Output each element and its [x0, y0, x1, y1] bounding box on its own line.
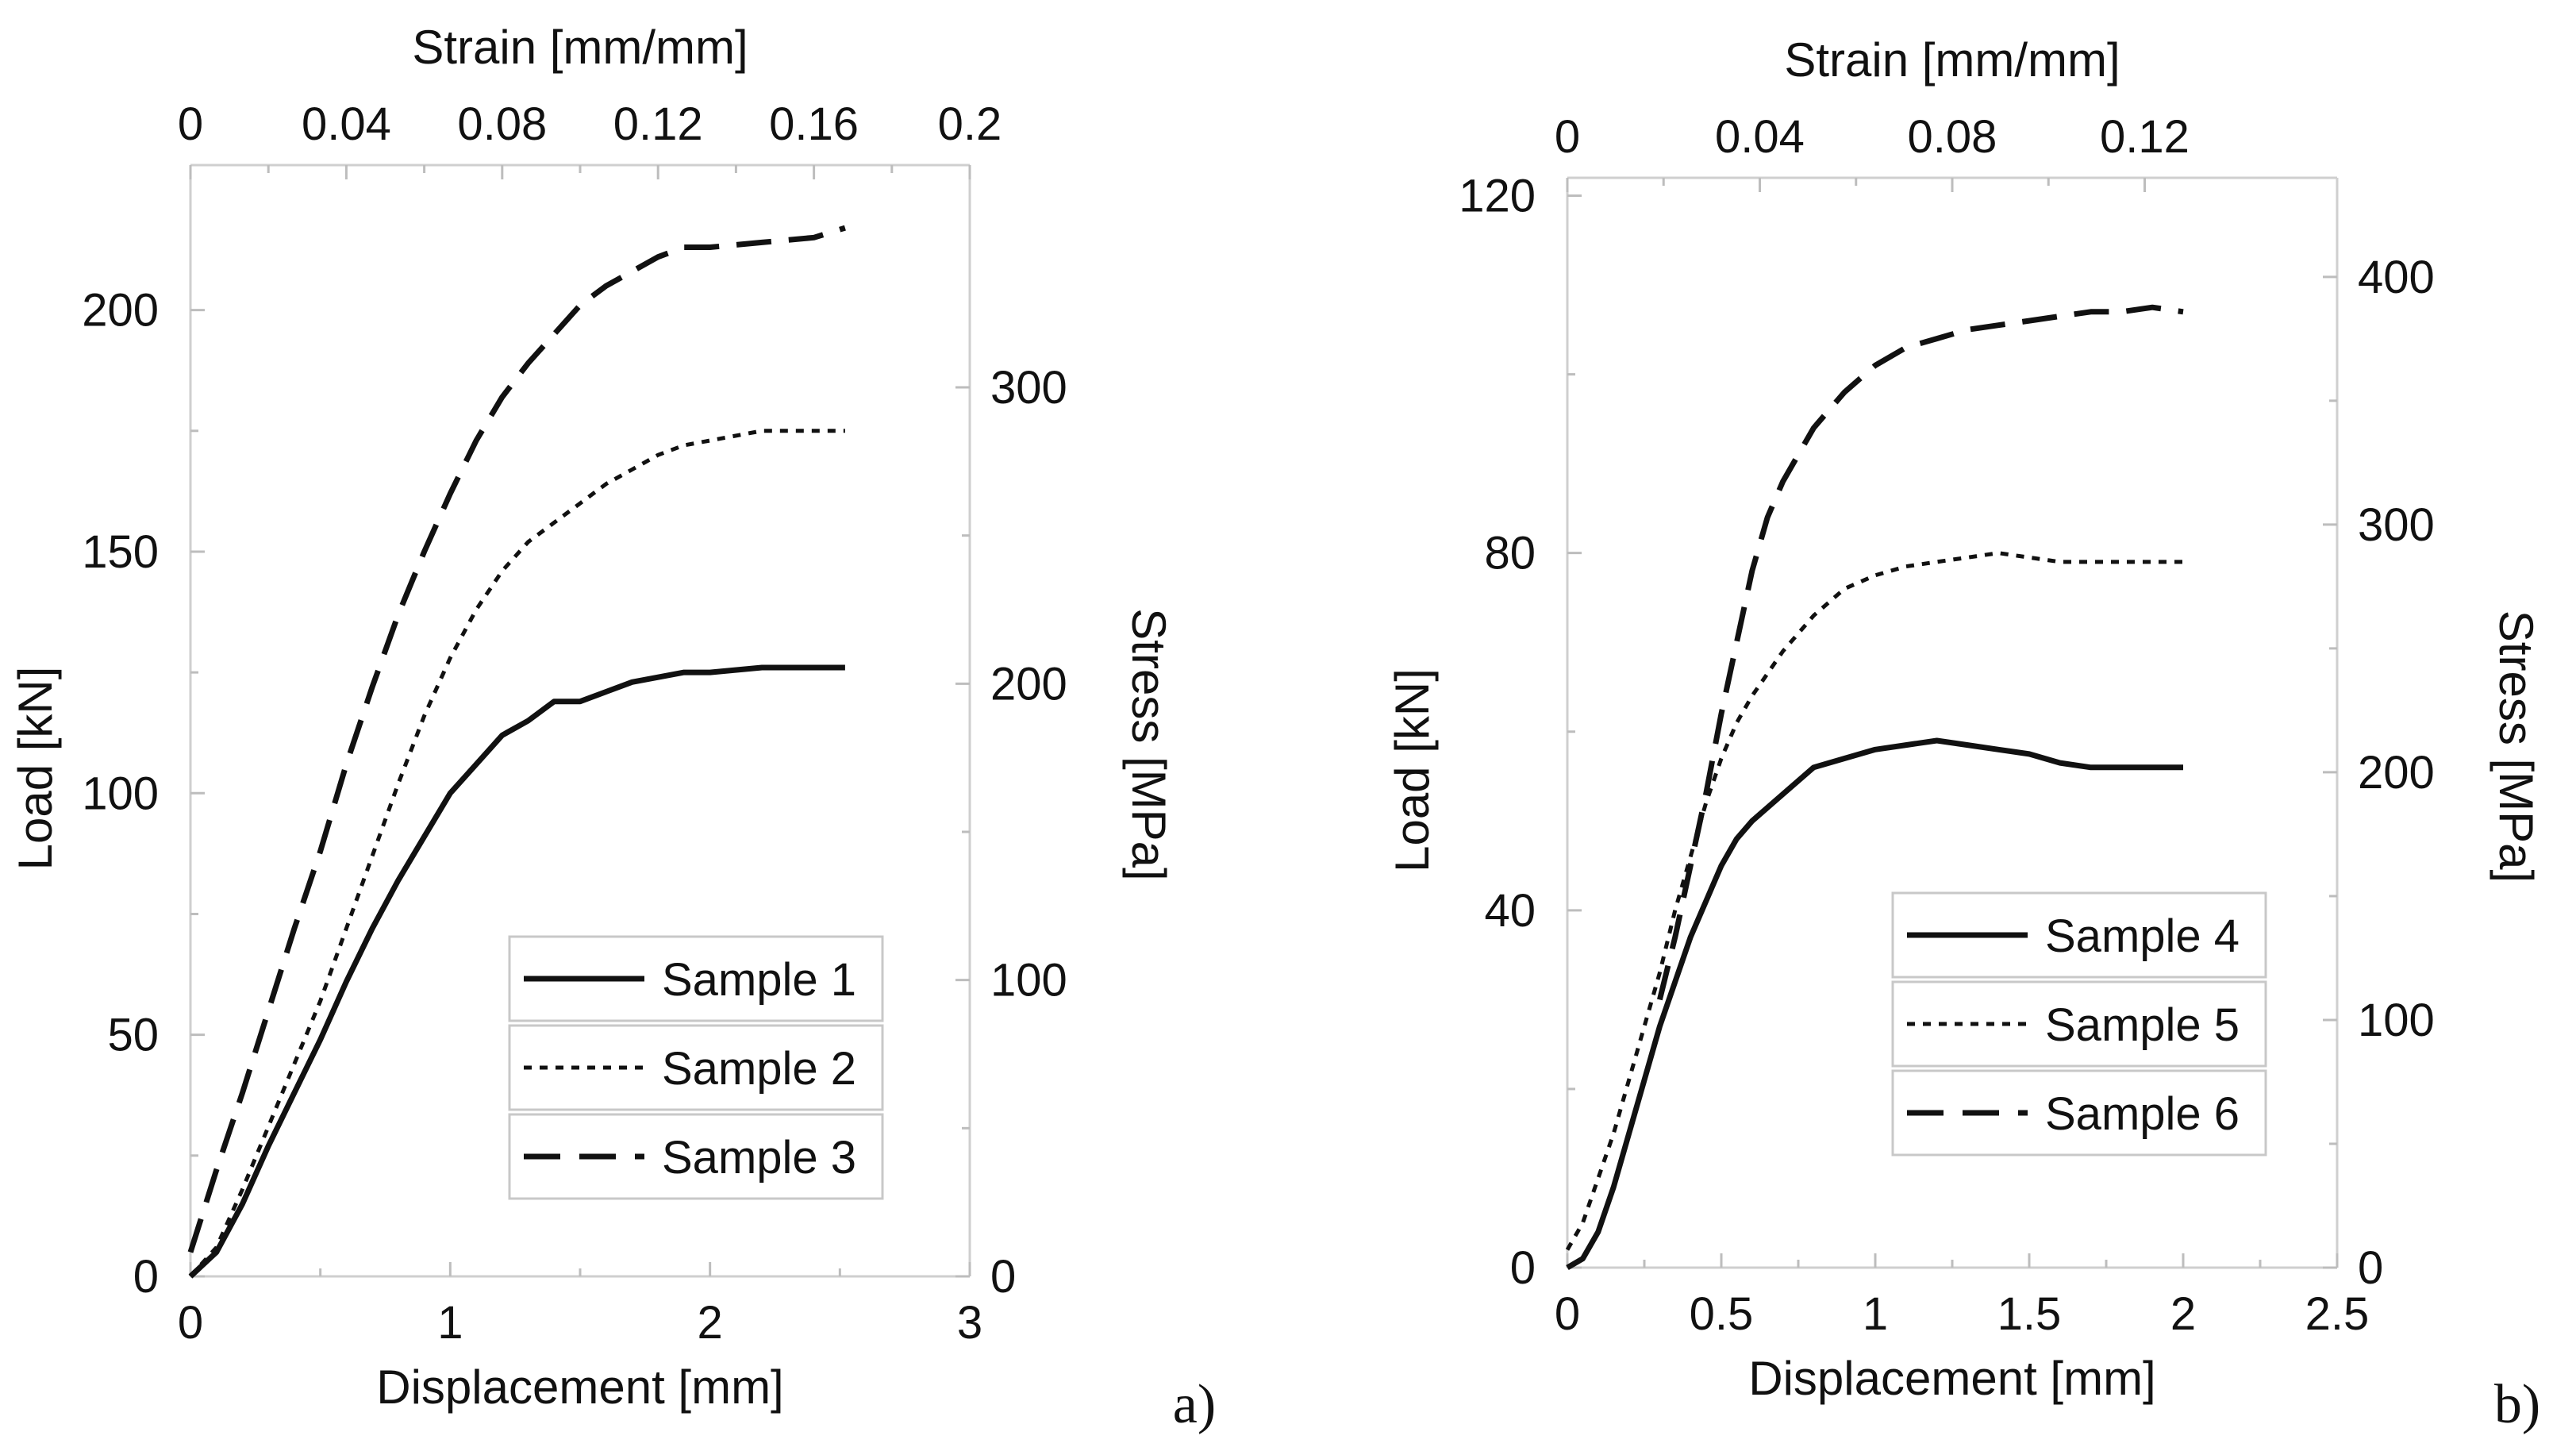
y-tick-label: 150 — [82, 526, 159, 578]
x-axis-title: Displacement [mm] — [1748, 1352, 2155, 1405]
x2-tick-label: 0.08 — [457, 98, 547, 150]
x-tick-label: 0 — [178, 1297, 203, 1349]
y2-tick-label: 200 — [2358, 747, 2435, 799]
series-line-sample-2 — [189, 429, 845, 1278]
legend-label: Sample 6 — [2045, 1088, 2240, 1140]
y2-axis-title: Stress [MPa] — [1122, 608, 1175, 880]
y-tick-label: 50 — [107, 1010, 159, 1061]
x-tick-label: 2 — [698, 1297, 723, 1349]
x2-tick-label: 0.04 — [1715, 111, 1805, 163]
x2-tick-label: 0.08 — [1908, 111, 1997, 163]
panel-label: a) — [1173, 1374, 1216, 1435]
x2-tick-label: 0 — [178, 98, 203, 150]
legend-label: Sample 2 — [662, 1043, 856, 1095]
x-tick-label: 1 — [1863, 1288, 1888, 1340]
y-tick-label: 120 — [1459, 171, 1536, 222]
legend-box — [1891, 1069, 2267, 1157]
x2-tick-label: 0.2 — [938, 98, 1002, 150]
y-axis-title: Load [kN] — [9, 667, 62, 871]
x-tick-label: 0.5 — [1690, 1288, 1754, 1340]
legend-label: Sample 3 — [662, 1132, 856, 1184]
y2-tick-label: 300 — [990, 362, 1067, 414]
y-tick-label: 200 — [82, 285, 159, 337]
y-axis-title: Load [kN] — [1386, 668, 1439, 872]
series-line-sample-6 — [1657, 304, 2184, 1001]
x-tick-label: 3 — [957, 1297, 982, 1349]
y-tick-label: 0 — [1510, 1242, 1536, 1294]
x2-axis-title: Strain [mm/mm] — [412, 21, 748, 74]
x2-tick-label: 0.12 — [613, 98, 703, 150]
series-line-sample-4 — [1566, 737, 2183, 1271]
legend-label: Sample 4 — [2045, 910, 2240, 962]
x-axis-title: Displacement [mm] — [376, 1361, 783, 1414]
panel-label: b) — [2494, 1374, 2540, 1435]
series-line-sample-1 — [188, 664, 845, 1279]
x2-tick-label: 0 — [1555, 111, 1580, 163]
y-tick-label: 40 — [1484, 885, 1536, 937]
y2-axis-title: Stress [MPa] — [2489, 610, 2543, 883]
y2-tick-label: 100 — [2358, 995, 2435, 1046]
y-tick-label: 100 — [82, 768, 159, 819]
x-tick-label: 1.5 — [1997, 1288, 2062, 1340]
legend-label: Sample 5 — [2045, 999, 2240, 1051]
series-line-sample-5 — [1565, 551, 2183, 1251]
y2-tick-label: 400 — [2358, 252, 2435, 303]
x-tick-label: 0 — [1555, 1288, 1580, 1340]
x-tick-label: 2.5 — [2305, 1288, 2370, 1340]
series-line-sample-3 — [187, 225, 846, 1253]
y2-tick-label: 300 — [2358, 499, 2435, 551]
x2-axis-title: Strain [mm/mm] — [1784, 33, 2120, 87]
y2-tick-label: 200 — [990, 658, 1067, 710]
y2-tick-label: 0 — [2358, 1242, 2383, 1294]
y-tick-label: 80 — [1484, 528, 1536, 579]
y-tick-label: 0 — [133, 1251, 159, 1303]
x2-tick-label: 0.16 — [769, 98, 859, 150]
legend-label: Sample 1 — [662, 954, 856, 1006]
y2-tick-label: 100 — [990, 955, 1067, 1006]
x-tick-label: 2 — [2170, 1288, 2196, 1340]
y2-tick-label: 0 — [990, 1251, 1016, 1303]
x2-tick-label: 0.04 — [302, 98, 391, 150]
x2-tick-label: 0.12 — [2100, 111, 2190, 163]
x-tick-label: 1 — [437, 1297, 463, 1349]
panel-a-chart: 0 1 2 30 0.04 0.08 0.12 0.16 0.20501001502000100… — [9, 21, 1216, 1435]
legend-box — [508, 1113, 884, 1200]
panel-b-chart: 0 0.5 1 1.5 2 2.50 0.04 0.08 0.12040801200100200… — [1386, 33, 2543, 1435]
